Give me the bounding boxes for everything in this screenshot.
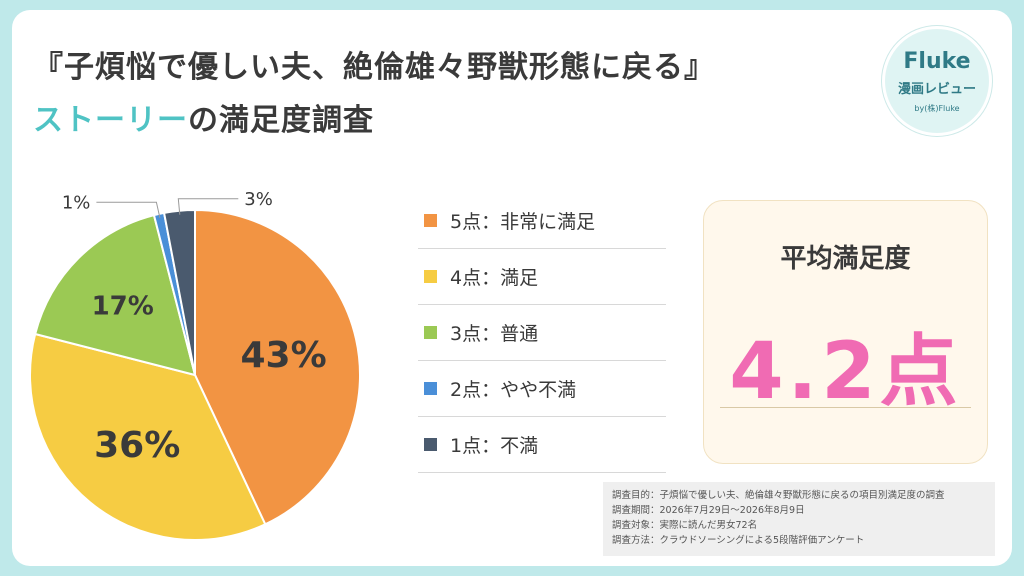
slice-leader-line: [177, 198, 239, 215]
pie-slice: [194, 208, 361, 526]
slice-value-label: 17%: [92, 292, 154, 322]
legend-label: 1点：不満: [450, 435, 539, 457]
legend-swatch: [424, 270, 437, 283]
logo-byline: by(株)Fluke: [914, 104, 960, 113]
chart-legend: 5点：非常に満足 4点：満足 3点：普通 2点：やや不満 1点：不満: [418, 193, 666, 473]
subtitle-rest: の満足度調査: [188, 103, 374, 138]
average-value: 4.2点: [729, 327, 962, 417]
average-underline: [720, 407, 971, 408]
brand-logo: Fluke 漫画レビュー by(株)Fluke: [882, 26, 992, 136]
average-score-panel: 平均満足度 4.2点: [703, 200, 988, 464]
slice-value-label: 1%: [62, 192, 91, 213]
survey-note-purpose: 調査目的：子煩悩で優しい夫、絶倫雄々野獣形態に戻るの項目別満足度の調査: [612, 490, 945, 501]
legend-item: 4点：満足: [418, 249, 666, 305]
legend-label: 3点：普通: [450, 323, 539, 345]
legend-item: 2点：やや不満: [418, 361, 666, 417]
average-label: 平均満足度: [780, 244, 911, 274]
slice-leader-line: [96, 201, 161, 219]
legend-swatch: [424, 438, 437, 451]
legend-swatch: [424, 214, 437, 227]
legend-item: 3点：普通: [418, 305, 666, 361]
survey-note-method: 調査方法：クラウドソーシングによる5段階評価アンケート: [612, 535, 865, 546]
legend-item: 5点：非常に満足: [418, 193, 666, 249]
legend-swatch: [424, 326, 437, 339]
subtitle-accent: ストーリー: [33, 103, 188, 138]
logo-brand-text: Fluke: [903, 49, 971, 74]
legend-swatch: [424, 382, 437, 395]
pie-slice: [33, 213, 197, 377]
legend-label: 5点：非常に満足: [450, 211, 596, 233]
survey-notes: 調査目的：子煩悩で優しい夫、絶倫雄々野獣形態に戻るの項目別満足度の調査 調査期間…: [603, 482, 995, 556]
page-subtitle: ストーリーの満足度調査: [33, 95, 374, 139]
logo-subtitle: 漫画レビュー: [897, 82, 976, 97]
survey-note-target: 調査対象：実際に読んだ男女72名: [612, 520, 758, 531]
slice-value-label: 3%: [244, 189, 273, 210]
legend-item: 1点：不満: [418, 417, 666, 473]
pie-slice: [29, 332, 267, 541]
slice-value-label: 43%: [241, 335, 327, 376]
page-title: 『子煩悩で優しい夫、絶倫雄々野獣形態に戻る』: [33, 50, 715, 85]
legend-label: 4点：満足: [450, 267, 539, 289]
survey-note-period: 調査期間：2026年7月29日～2026年8月9日: [612, 505, 805, 516]
slice-value-label: 36%: [94, 425, 180, 466]
legend-label: 2点：やや不満: [450, 379, 577, 401]
